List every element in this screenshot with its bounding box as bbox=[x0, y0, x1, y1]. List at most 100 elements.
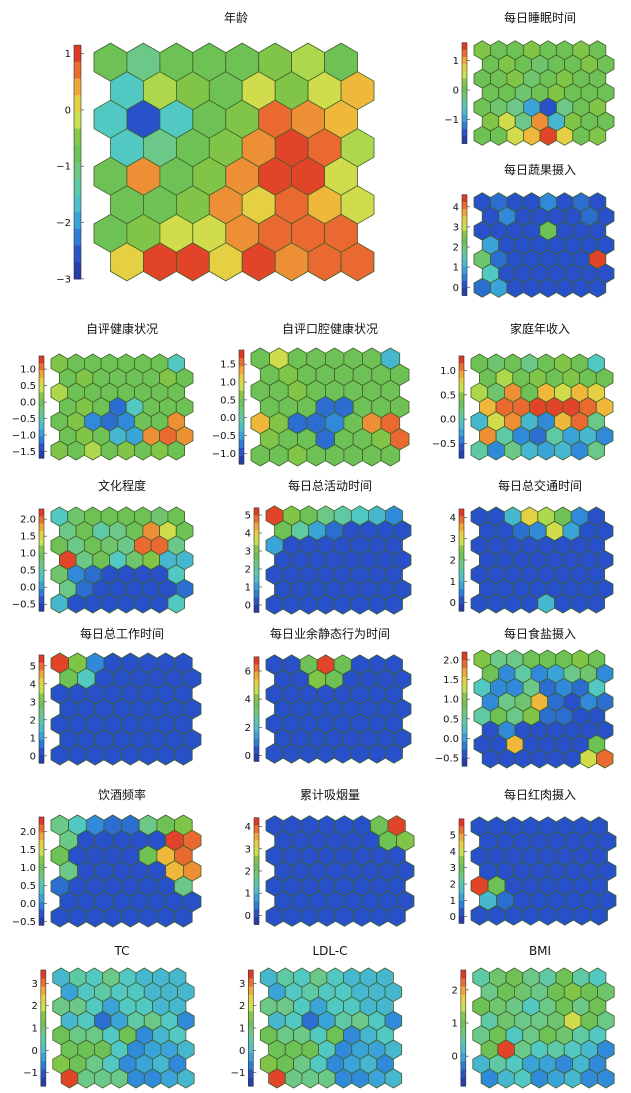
panel-10: 每日业余静态行为时间 6 4 2 0 bbox=[245, 626, 412, 764]
colorbar-tick-label: −1 bbox=[56, 162, 71, 173]
colorbar-tick-label: 5 bbox=[450, 831, 456, 842]
hex-cell bbox=[506, 125, 524, 146]
colorbar-segment bbox=[459, 516, 464, 525]
colorbar-segment bbox=[460, 1069, 466, 1079]
colorbar-segment bbox=[39, 847, 44, 857]
panel-4: 自评口腔健康状况 1.5 1.0 0.5 0.0 −0.5 −1.0 bbox=[212, 321, 410, 467]
colorbar-tick-label: 2 bbox=[451, 985, 457, 996]
colorbar-frame bbox=[461, 42, 468, 144]
colorbar-segment bbox=[74, 95, 81, 113]
hex-cell bbox=[384, 594, 403, 615]
panel-2: 每日蔬果摄入 4 3 2 1 0 bbox=[453, 162, 615, 298]
colorbar-tick-label: 2 bbox=[30, 715, 36, 726]
colorbar-segment bbox=[39, 428, 44, 437]
colorbar-segment bbox=[74, 212, 81, 230]
colorbar-segment bbox=[460, 1077, 466, 1087]
colorbar-segment bbox=[462, 100, 467, 108]
colorbar-segment bbox=[254, 589, 259, 598]
colorbar-segment bbox=[254, 893, 259, 903]
colorbar-frame bbox=[38, 816, 45, 926]
colorbar-tick-label: 1 bbox=[450, 896, 456, 907]
colorbar-segment bbox=[254, 701, 259, 710]
colorbar-tick-label: 2 bbox=[453, 243, 459, 254]
hex-cell bbox=[539, 277, 557, 298]
colorbar-segment bbox=[248, 978, 254, 988]
panel-title: 自评口腔健康状况 bbox=[282, 321, 378, 336]
panel-6: 文化程度 2.0 1.5 1.0 0.5 0.0 −0.5 bbox=[12, 478, 194, 614]
colorbar-segment bbox=[39, 421, 44, 430]
colorbar-segment bbox=[39, 450, 44, 459]
colorbar-segment bbox=[39, 909, 44, 918]
hex-cell bbox=[167, 440, 186, 461]
colorbar-tick-label: 1.0 bbox=[20, 549, 36, 560]
colorbar-segment bbox=[459, 878, 464, 887]
colorbar-tick-label: 0.0 bbox=[20, 398, 36, 409]
colorbar-tick-label: 0 bbox=[31, 1046, 37, 1057]
colorbar-segment bbox=[254, 825, 259, 834]
colorbar-segment bbox=[254, 855, 259, 864]
colorbar-segment bbox=[459, 538, 464, 547]
colorbar-segment bbox=[459, 407, 464, 415]
colorbar-segment bbox=[462, 668, 468, 678]
colorbar-tick-label: 0 bbox=[239, 1046, 245, 1057]
colorbar-segment bbox=[462, 717, 468, 726]
colorbar-segment bbox=[460, 1019, 466, 1029]
colorbar-tick-label: 2 bbox=[450, 556, 456, 567]
colorbar-segment bbox=[39, 871, 44, 880]
colorbar-segment bbox=[239, 407, 244, 416]
hex-cell bbox=[174, 906, 193, 928]
panel-7: 每日总活动时间 5 4 3 2 1 0 bbox=[245, 478, 412, 615]
colorbar-segment bbox=[40, 986, 46, 996]
colorbar-segment bbox=[462, 280, 467, 289]
colorbar-segment bbox=[254, 832, 259, 842]
panel-title: 每日总交通时间 bbox=[498, 478, 582, 493]
colorbar-segment bbox=[39, 443, 44, 452]
panel-0: 年龄 1 0 −1 −2 −3 bbox=[56, 11, 375, 285]
colorbar-frame bbox=[461, 194, 468, 296]
colorbar-frame bbox=[458, 355, 465, 459]
colorbar-segment bbox=[239, 374, 244, 384]
colorbar-segment bbox=[39, 392, 44, 401]
hex-cell bbox=[590, 905, 608, 926]
colorbar-segment bbox=[462, 252, 467, 260]
colorbar-segment bbox=[239, 398, 244, 408]
colorbar-segment bbox=[462, 223, 467, 232]
colorbar-segment bbox=[39, 716, 44, 726]
colorbar-segment bbox=[254, 507, 259, 516]
panel-title: LDL-C bbox=[312, 944, 347, 958]
colorbar-segment bbox=[459, 818, 464, 827]
colorbar-segment bbox=[39, 596, 44, 605]
colorbar-tick-label: 1.0 bbox=[220, 378, 236, 389]
colorbar-segment bbox=[462, 733, 468, 743]
colorbar-tick-label: 1 bbox=[239, 1024, 245, 1035]
hex-cell bbox=[597, 1068, 615, 1089]
colorbar-segment bbox=[459, 530, 464, 539]
colorbar-segment bbox=[39, 407, 44, 415]
colorbar-tick-label: 0.5 bbox=[220, 395, 236, 406]
colorbar-segment bbox=[39, 816, 44, 826]
colorbar-tick-label: −0.5 bbox=[12, 600, 36, 611]
colorbar-tick-label: 1 bbox=[451, 1019, 457, 1030]
colorbar-tick-label: 1.5 bbox=[20, 845, 36, 856]
colorbar-segment bbox=[39, 894, 44, 903]
colorbar-segment bbox=[254, 560, 259, 569]
colorbar-segment bbox=[39, 709, 44, 718]
colorbar-segment bbox=[254, 567, 259, 576]
colorbar-segment bbox=[459, 363, 464, 372]
colorbar-tick-label: −1 bbox=[231, 1068, 246, 1079]
colorbar-segment bbox=[254, 522, 259, 531]
colorbar-segment bbox=[40, 994, 46, 1004]
colorbar-segment bbox=[239, 447, 244, 457]
colorbar-segment bbox=[254, 753, 259, 762]
colorbar-segment bbox=[459, 560, 464, 568]
colorbar-segment bbox=[459, 450, 464, 459]
colorbar-tick-label: 3 bbox=[245, 547, 251, 558]
hex-cell bbox=[556, 125, 574, 146]
colorbar-tick-label: −1 bbox=[444, 115, 459, 126]
colorbar-segment bbox=[459, 377, 464, 386]
colorbar-segment bbox=[39, 363, 44, 372]
colorbar-tick-label: 0.5 bbox=[20, 566, 36, 577]
colorbar-segment bbox=[459, 841, 464, 850]
colorbar-segment bbox=[459, 908, 464, 917]
